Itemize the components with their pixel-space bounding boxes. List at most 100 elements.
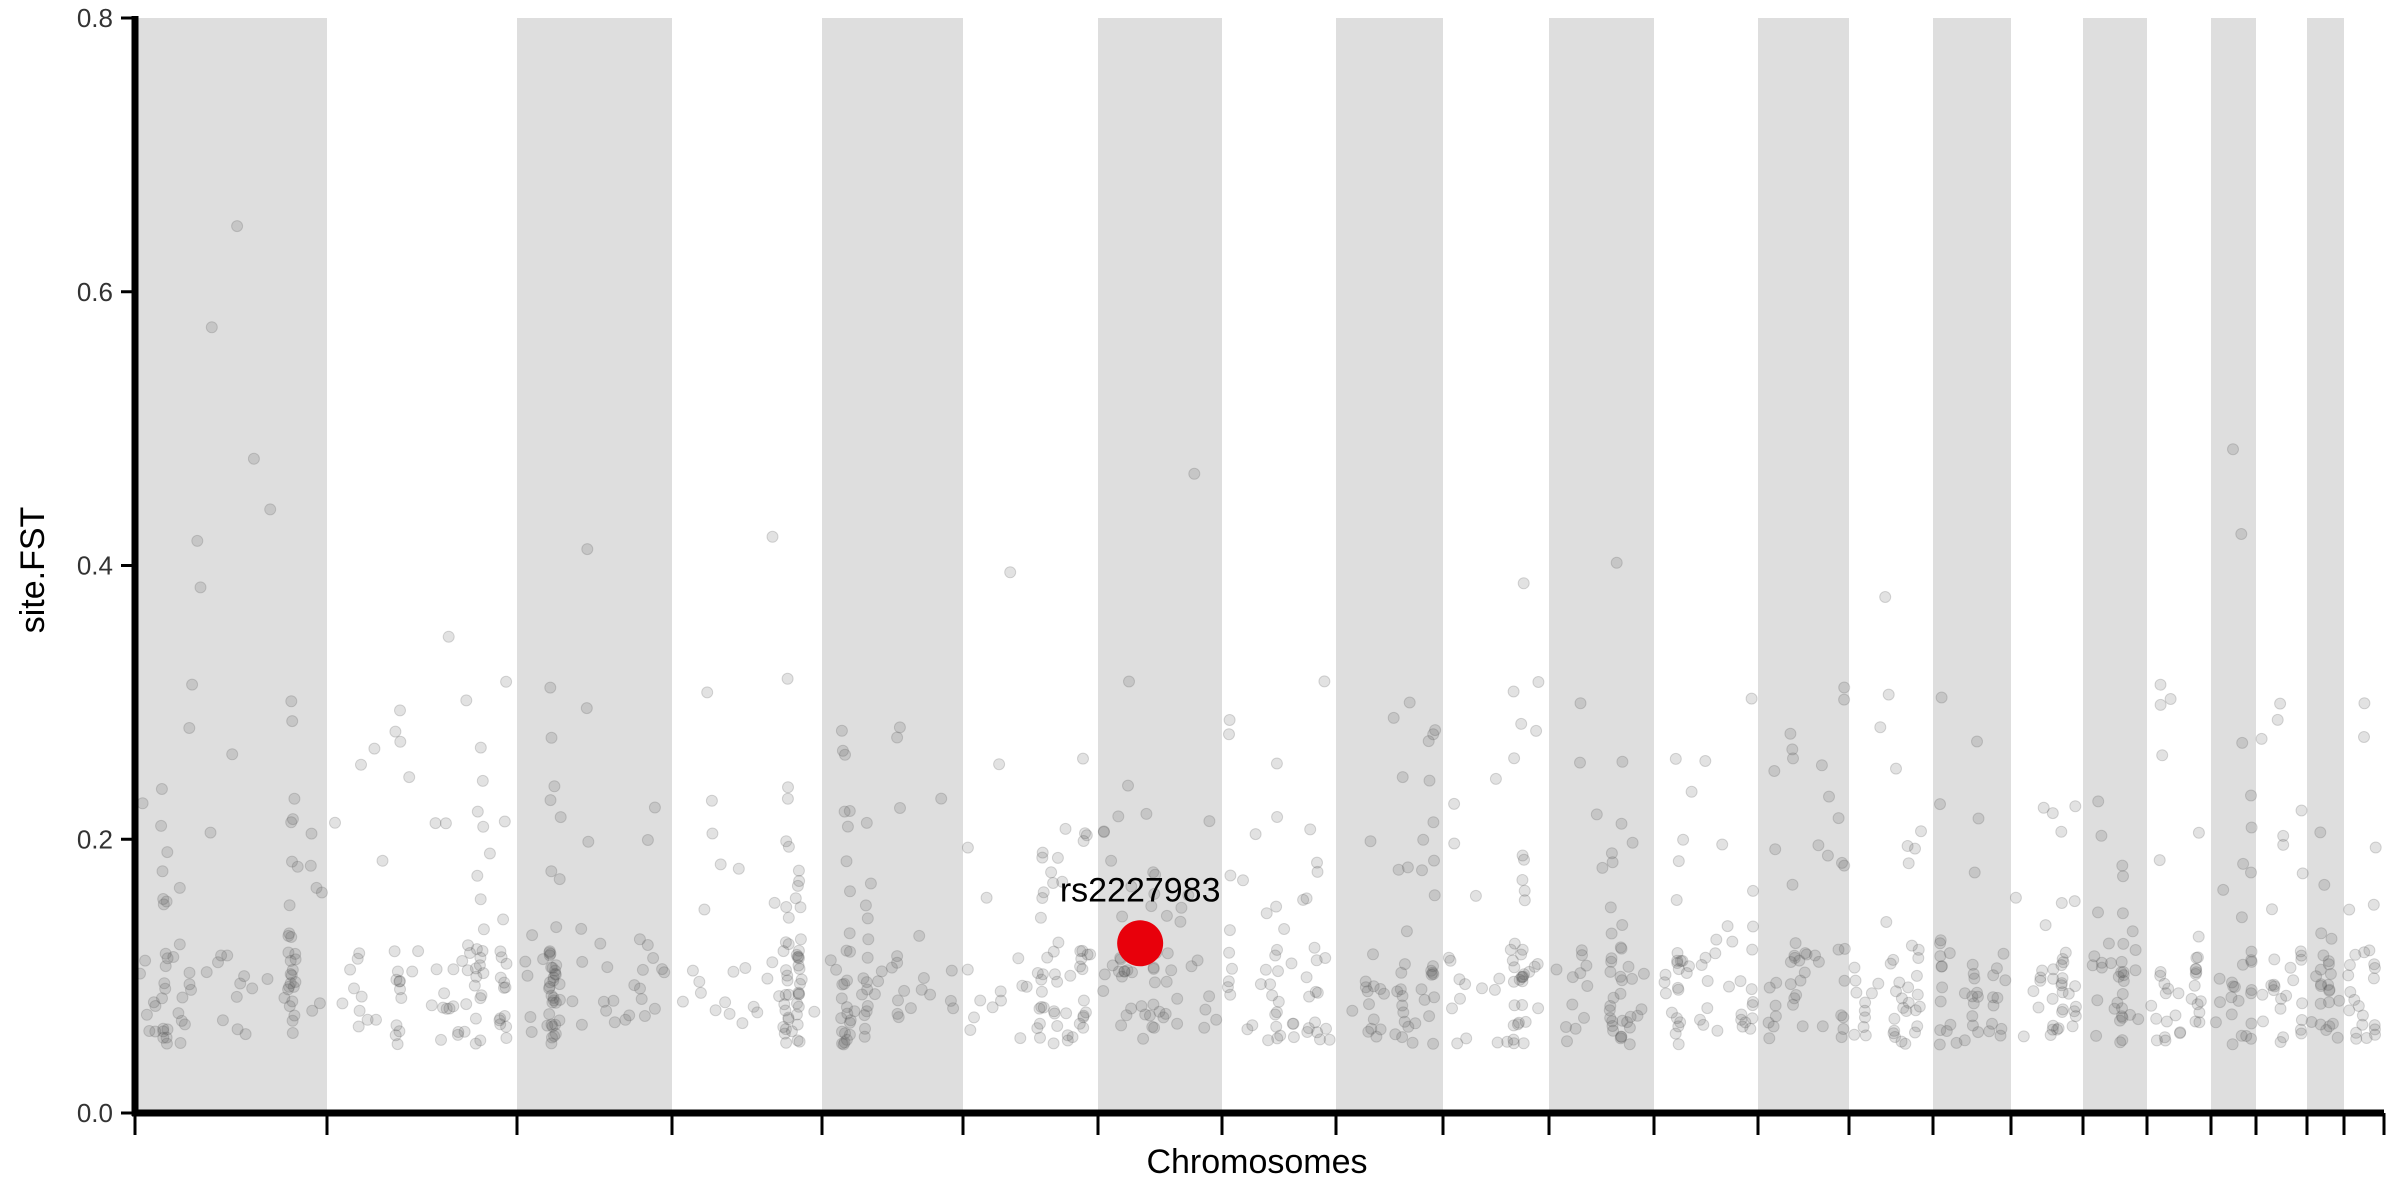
snp-point <box>1575 944 1588 957</box>
snp-point <box>1832 943 1845 956</box>
snp-point <box>1036 968 1049 981</box>
snp-point <box>471 869 484 882</box>
snp-point <box>2190 951 2203 964</box>
snp-point <box>2154 966 2167 978</box>
snp-point <box>348 982 360 995</box>
snp-point <box>2322 978 2335 991</box>
snp-point <box>782 911 795 924</box>
snp-point <box>1459 978 1472 991</box>
snp-point <box>840 944 853 957</box>
snp-point <box>1745 692 1758 705</box>
snp-point <box>1604 1000 1617 1012</box>
snp-point <box>2368 962 2381 974</box>
snp-point <box>1270 757 1283 770</box>
snp-point <box>1990 962 2003 975</box>
snp-point <box>1787 998 1799 1011</box>
snp-point <box>2039 919 2052 932</box>
snp-point <box>1606 1020 1619 1032</box>
snp-point <box>1971 990 1984 1003</box>
snp-point <box>1367 980 1380 993</box>
snp-point <box>1077 1011 1090 1024</box>
snp-point <box>2160 1015 2173 1028</box>
snp-point <box>1532 1002 1545 1015</box>
snp-point <box>780 835 793 848</box>
snp-point <box>1300 892 1313 905</box>
snp-point <box>1272 995 1285 1008</box>
snp-point <box>1624 1010 1637 1023</box>
snp-point <box>1913 1000 1926 1013</box>
snp-point <box>2274 1002 2287 1015</box>
snp-point <box>2059 946 2072 959</box>
snp-point <box>714 858 727 871</box>
snp-point <box>1986 1017 1998 1030</box>
snp-point <box>1045 866 1058 879</box>
snp-point <box>594 937 607 950</box>
snp-point <box>352 1020 365 1033</box>
snp-point <box>2116 988 2129 1000</box>
snp-point <box>543 946 556 959</box>
snp-point <box>353 1004 366 1017</box>
snp-point <box>305 827 318 840</box>
snp-point <box>1604 901 1617 914</box>
snp-point <box>2271 713 2284 726</box>
snp-point <box>221 949 234 962</box>
snp-point <box>1507 975 1520 988</box>
snp-point <box>1508 937 1521 950</box>
snp-point <box>1836 856 1848 869</box>
snp-point <box>893 721 906 734</box>
snp-point <box>1097 826 1110 838</box>
snp-point <box>1198 1021 1211 1034</box>
snp-point <box>1769 843 1782 856</box>
snp-point <box>1897 1001 1910 1014</box>
snp-point <box>1147 998 1160 1011</box>
snp-point <box>1400 925 1413 938</box>
snp-point <box>546 1020 559 1033</box>
snp-point <box>782 840 795 853</box>
snp-point <box>1285 957 1298 970</box>
snp-point <box>394 735 407 748</box>
snp-point <box>701 686 714 699</box>
snp-point <box>1396 990 1409 1002</box>
snp-point <box>2245 955 2258 968</box>
snp-point <box>351 952 364 965</box>
snp-point <box>226 748 239 761</box>
snp-point <box>2358 946 2371 959</box>
snp-point <box>835 1012 848 1025</box>
snp-point <box>1968 866 1981 879</box>
snp-point <box>526 929 539 942</box>
snp-point <box>1097 985 1110 997</box>
snp-point <box>1491 1036 1504 1049</box>
snp-point <box>2209 1016 2222 1029</box>
snp-point <box>1515 970 1528 983</box>
snp-point <box>2323 984 2336 997</box>
snp-point <box>194 581 207 594</box>
snp-point <box>388 945 401 958</box>
snp-point <box>1147 866 1160 879</box>
snp-point <box>2069 980 2082 993</box>
snp-point <box>1073 1017 1086 1030</box>
snp-point <box>1171 1017 1184 1030</box>
snp-point <box>173 881 186 894</box>
snp-point <box>1161 947 1174 960</box>
snp-point <box>1901 840 1914 852</box>
snp-point <box>656 963 669 976</box>
snp-point <box>766 956 779 969</box>
y-tick-label: 0.6 <box>77 277 113 307</box>
snp-point <box>792 950 805 963</box>
snp-point <box>1968 972 1981 985</box>
snp-point <box>460 694 473 707</box>
snp-point <box>543 982 556 995</box>
snp-point <box>2295 1014 2308 1026</box>
snp-point <box>2342 969 2355 982</box>
snp-point <box>2324 968 2337 980</box>
snp-point <box>2268 978 2280 991</box>
snp-point <box>544 681 557 694</box>
snp-point <box>836 1025 848 1038</box>
snp-point <box>1237 874 1249 887</box>
snp-point <box>1051 975 1064 988</box>
snp-point <box>727 965 740 978</box>
snp-point <box>824 954 837 967</box>
snp-point <box>2169 1009 2182 1022</box>
snp-point <box>1507 1033 1520 1046</box>
